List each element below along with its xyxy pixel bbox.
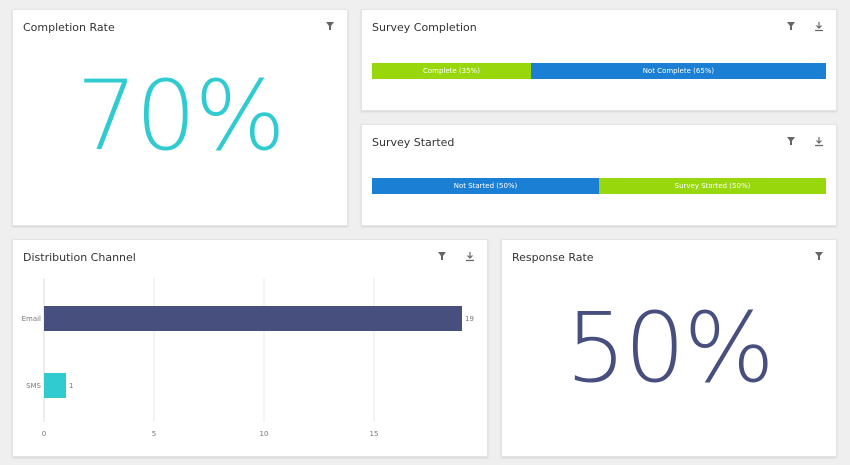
survey-started-card: Survey Started Not Started (50%) Survey …: [361, 124, 837, 226]
completion-stacked-bar: Complete (35%) Not Complete (65%): [372, 63, 826, 79]
card-title: Response Rate: [512, 251, 594, 264]
card-title: Distribution Channel: [23, 251, 136, 264]
survey-completion-card: Survey Completion Complete (35%) Not Com…: [361, 9, 837, 111]
response-rate-card: Response Rate 50%: [501, 239, 837, 457]
completion-rate-card: Completion Rate 70%: [12, 9, 348, 226]
segment-survey-started[interactable]: Survey Started (50%): [599, 178, 826, 194]
data-label: 1: [69, 382, 73, 390]
card-title: Completion Rate: [23, 21, 115, 34]
filter-icon[interactable]: [437, 250, 447, 262]
bar-email[interactable]: [44, 306, 462, 331]
started-stacked-bar: Not Started (50%) Survey Started (50%): [372, 178, 826, 194]
card-title: Survey Completion: [372, 21, 477, 34]
filter-icon[interactable]: [786, 135, 796, 147]
x-tick-label: 10: [260, 430, 269, 438]
segment-not-started[interactable]: Not Started (50%): [372, 178, 599, 194]
completion-rate-value: 70%: [76, 60, 285, 172]
segment-not-complete[interactable]: Not Complete (65%): [530, 63, 826, 79]
bar-sms[interactable]: [44, 373, 66, 398]
y-category-label: Email: [22, 315, 41, 323]
data-label: 19: [465, 315, 474, 323]
distribution-channel-card: Distribution Channel 0 5 10 15 Email 19 SMS 1: [12, 239, 488, 457]
y-category-label: SMS: [26, 382, 41, 390]
distribution-bar-chart: 0 5 10 15 Email 19 SMS 1: [22, 278, 474, 438]
card-title: Survey Started: [372, 136, 455, 149]
x-tick-label: 5: [152, 430, 156, 438]
filter-icon[interactable]: [814, 250, 824, 262]
segment-complete[interactable]: Complete (35%): [372, 63, 531, 79]
filter-icon[interactable]: [325, 20, 335, 32]
x-tick-label: 15: [370, 430, 379, 438]
filter-icon[interactable]: [786, 20, 796, 32]
x-tick-label: 0: [42, 430, 46, 438]
download-icon[interactable]: [465, 250, 475, 262]
download-icon[interactable]: [814, 135, 824, 147]
response-rate-value: 50%: [565, 292, 774, 404]
download-icon[interactable]: [814, 20, 824, 32]
